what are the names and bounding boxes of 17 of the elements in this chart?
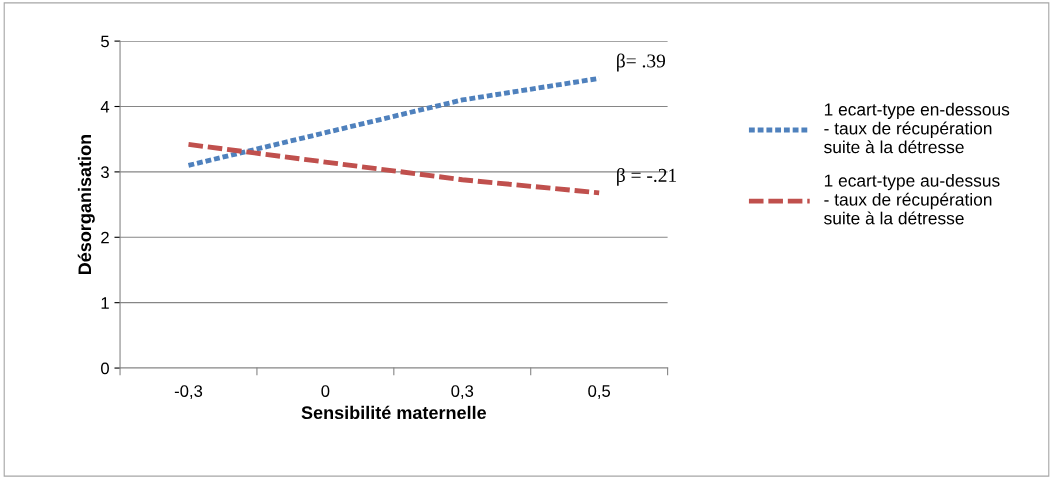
x-tick-label: 0,5	[588, 385, 611, 399]
legend-label: 1 ecart-type en-dessous - taux de récupération suite à la détresse	[824, 102, 1010, 154]
x-tick-label: 0	[321, 385, 330, 397]
y-tick-label: 5	[101, 35, 109, 48]
annotation: β = -.21	[617, 168, 677, 186]
x-axis-title: Sensibilité maternelle	[301, 405, 487, 420]
line-series	[186, 141, 602, 196]
legend-label: 1 ecart-type au-dessus - taux de récupération suite à la détresse	[824, 174, 1000, 225]
y-tick-label: 3	[100, 166, 109, 179]
x-tick-label: -0,3	[174, 385, 203, 399]
y-tick-label: 1	[101, 297, 109, 309]
annotation: β= .39	[617, 53, 666, 72]
y-tick-label: 2	[101, 231, 109, 244]
y-axis-title: Désorganisation	[77, 134, 95, 275]
x-tick-label: 0,3	[451, 385, 474, 399]
y-tick-label: 0	[101, 362, 109, 375]
y-tick-label: 4	[100, 101, 110, 113]
